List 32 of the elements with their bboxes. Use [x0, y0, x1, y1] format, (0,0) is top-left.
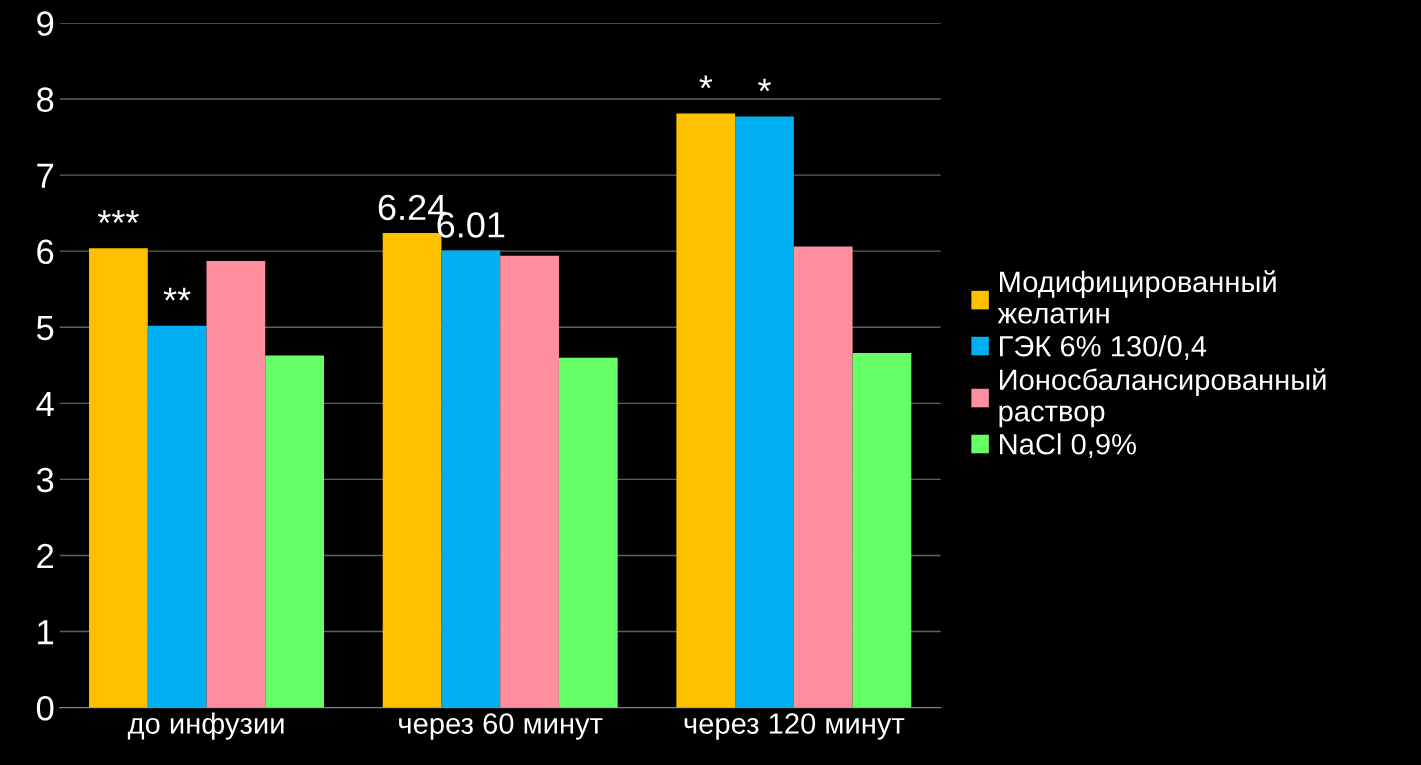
- bar: [206, 261, 266, 708]
- y-tick-label: 7: [37, 163, 54, 188]
- y-tick-label: 3: [36, 467, 54, 493]
- legend-label: Ионосбалансированный раствор: [999, 368, 1326, 428]
- x-tick-label: до инфузии: [127, 712, 284, 740]
- data-label: *: [699, 75, 713, 89]
- y-tick-label: 4: [36, 392, 54, 416]
- y-tick-label: 0: [36, 695, 54, 721]
- data-label: *: [758, 78, 771, 92]
- bar: [147, 325, 207, 708]
- x-tick-label: через 60 минут: [399, 713, 603, 740]
- x-tick-label: через 120 минут: [684, 713, 905, 740]
- y-tick-label: 5: [36, 315, 54, 341]
- bar: [793, 246, 853, 708]
- data-label: ***: [97, 210, 139, 223]
- bar: [735, 116, 794, 708]
- bar: [265, 355, 324, 708]
- bar: [500, 255, 559, 708]
- bar: [89, 248, 148, 708]
- bar: [676, 113, 736, 708]
- y-tick-label: 8: [37, 87, 54, 112]
- y-tick-label: 9: [37, 11, 54, 36]
- bar: [441, 250, 501, 708]
- bar: [852, 353, 912, 708]
- data-label: **: [163, 287, 191, 301]
- y-tick-label: 2: [37, 543, 54, 569]
- legend-label: NaCl 0,9%: [1000, 433, 1136, 459]
- y-tick-label: 6: [37, 239, 54, 265]
- bar: [558, 357, 618, 708]
- legend-label: ГЭК 6% 130/0,4: [1000, 335, 1207, 361]
- y-tick-label: 1: [38, 620, 54, 645]
- legend-label: Модифицированный желатин: [997, 270, 1276, 324]
